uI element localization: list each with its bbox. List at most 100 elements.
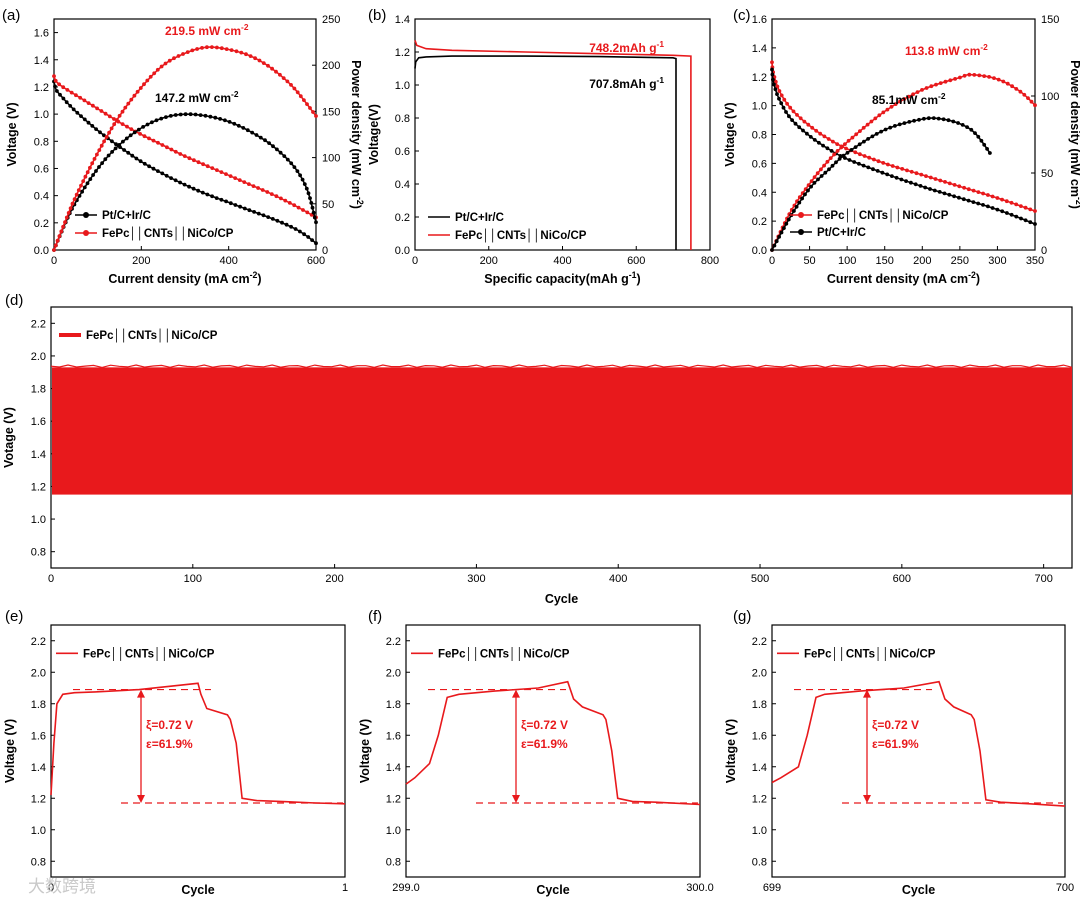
- data-point-a-0: [314, 241, 318, 246]
- data-point-c-3: [784, 221, 789, 226]
- series-line-g-0: [771, 680, 1066, 807]
- data-point-c-1: [770, 72, 775, 77]
- annotation-c-1: 85.1mW cm-2: [872, 91, 946, 107]
- data-point-c-3: [786, 217, 791, 222]
- data-point-a-3: [97, 148, 102, 153]
- data-point-c-1: [990, 206, 995, 210]
- x-axis-title-g: Cycle: [902, 883, 935, 897]
- data-point-a-0: [298, 229, 302, 234]
- data-point-a-1: [57, 82, 61, 87]
- data-point-a-3: [289, 83, 293, 87]
- annotation-eps-e: ε=61.9%: [146, 737, 193, 751]
- data-point-c-3: [922, 116, 926, 121]
- data-point-a-1: [187, 156, 192, 161]
- data-point-a-3: [85, 170, 90, 175]
- data-point-c-0: [971, 188, 976, 193]
- data-point-a-2: [121, 139, 125, 144]
- y2-tick-label-c: 50: [1041, 168, 1053, 180]
- data-point-c-2: [1033, 103, 1037, 108]
- y2-tick-label-a: 50: [322, 199, 334, 211]
- data-point-a-3: [167, 58, 172, 63]
- data-point-c-2: [958, 75, 962, 80]
- data-point-c-0: [1009, 200, 1014, 205]
- data-point-a-0: [219, 197, 224, 202]
- y-tick-label-c: 1.0: [752, 101, 767, 113]
- legend-marker-a-1: [83, 230, 89, 236]
- y-tick-label-a: 0.4: [34, 191, 49, 203]
- legend-label-b-1: FePc││CNTs││NiCo/CP: [455, 228, 587, 243]
- data-point-a-3: [176, 54, 181, 58]
- data-point-c-0: [831, 139, 835, 144]
- data-point-c-2: [877, 113, 882, 118]
- data-point-c-2: [819, 167, 823, 172]
- y-tick-label-g: 2.0: [752, 667, 767, 679]
- data-point-c-2: [825, 159, 830, 164]
- data-point-c-1: [808, 135, 813, 139]
- y-tick-label-c: 0.2: [752, 216, 767, 228]
- plot-frame-e: [50, 624, 346, 878]
- data-point-a-0: [122, 148, 126, 152]
- data-point-a-3: [117, 113, 122, 118]
- data-point-c-1: [1005, 211, 1009, 215]
- data-point-a-1: [219, 170, 224, 175]
- data-point-a-3: [132, 93, 137, 98]
- data-point-c-1: [861, 163, 866, 168]
- data-point-a-3: [261, 61, 266, 65]
- data-point-a-0: [61, 96, 66, 101]
- data-point-a-2: [117, 143, 122, 147]
- data-point-a-3: [295, 90, 300, 95]
- annotation-xi-e: ξ=0.72 V: [146, 718, 193, 732]
- data-point-a-2: [103, 157, 108, 162]
- data-point-a-2: [245, 128, 250, 133]
- data-point-c-2: [828, 156, 833, 161]
- data-point-c-1: [923, 185, 928, 190]
- data-point-a-1: [156, 140, 160, 145]
- series-line-b-1: [414, 40, 692, 250]
- data-point-a-1: [279, 196, 283, 201]
- data-point-a-0: [53, 84, 57, 89]
- data-point-c-3: [841, 153, 846, 158]
- data-point-a-1: [107, 114, 112, 119]
- data-point-a-0: [187, 184, 192, 189]
- data-point-c-0: [798, 116, 803, 121]
- data-point-a-2: [232, 121, 237, 126]
- data-point-a-3: [200, 46, 204, 50]
- data-point-c-0: [981, 191, 985, 196]
- data-point-c-2: [839, 145, 844, 150]
- x-tick-label-d: 300: [467, 573, 485, 585]
- data-point-a-2: [97, 165, 101, 169]
- data-point-c-0: [785, 101, 789, 106]
- data-point-a-0: [58, 92, 62, 97]
- x-axis-title-d: Cycle: [545, 592, 578, 606]
- data-point-a-0: [55, 89, 59, 93]
- data-point-a-3: [95, 152, 99, 157]
- data-point-c-3: [797, 200, 802, 205]
- data-point-c-3: [888, 125, 893, 130]
- data-point-a-0: [196, 188, 201, 193]
- y-tick-label-c: 1.4: [752, 43, 767, 55]
- data-point-a-1: [251, 184, 256, 189]
- data-point-a-1: [224, 172, 228, 177]
- data-point-c-1: [928, 187, 932, 191]
- data-point-a-3: [172, 56, 176, 61]
- data-point-a-3: [314, 114, 318, 118]
- data-point-a-2: [306, 191, 311, 196]
- data-point-a-3: [72, 197, 77, 202]
- data-point-c-1: [1033, 222, 1037, 226]
- data-point-c-1: [894, 175, 899, 180]
- panel-label-c: (c): [733, 7, 751, 24]
- data-point-c-3: [982, 142, 987, 147]
- data-point-c-1: [937, 190, 942, 194]
- legend-label-f-0: FePc││CNTs││NiCo/CP: [438, 646, 570, 661]
- y-tick-label-e: 2.0: [31, 667, 46, 679]
- legend-label-a-0: Pt/C+Ir/C: [102, 210, 151, 222]
- data-point-a-2: [227, 120, 232, 124]
- data-point-a-2: [223, 118, 227, 123]
- x-tick-label-d: 0: [48, 573, 54, 585]
- x-tick-label-f: 299.0: [392, 882, 420, 894]
- data-point-c-2: [898, 99, 902, 104]
- y-tick-label-c: 0.4: [752, 187, 767, 199]
- y-tick-label-f: 1.6: [386, 730, 401, 742]
- data-point-a-3: [79, 183, 83, 188]
- data-point-a-3: [302, 98, 306, 102]
